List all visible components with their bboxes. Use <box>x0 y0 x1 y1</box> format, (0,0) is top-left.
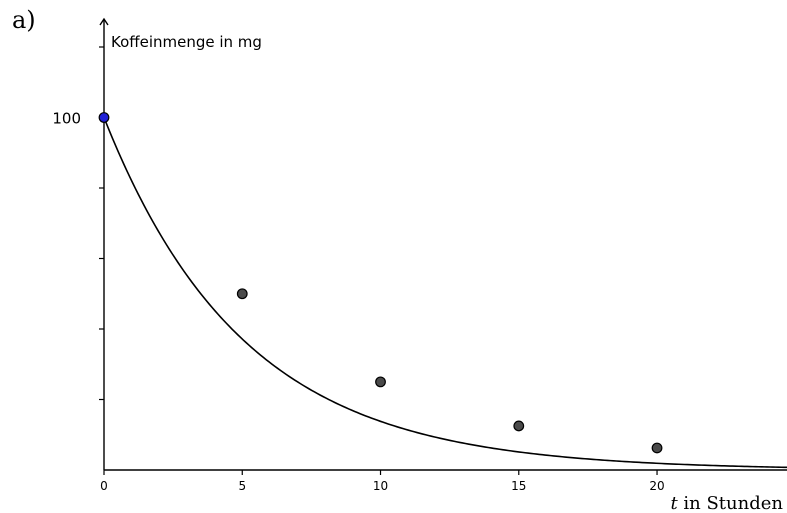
x-axis-variable: t <box>670 493 678 513</box>
x-axis-label: t in Stunden <box>670 493 783 513</box>
decay-curve <box>103 117 787 469</box>
data-point-4 <box>651 442 663 454</box>
x-tick-label-10: 10 <box>373 479 388 493</box>
x-tick-label-15: 15 <box>511 479 526 493</box>
data-point-0 <box>98 112 110 123</box>
x-axis-text: in Stunden <box>678 493 784 513</box>
data-point-3 <box>513 420 525 432</box>
panel-label: a) <box>12 6 36 34</box>
y-axis-label: Koffeinmenge in mg <box>111 33 262 51</box>
data-point-1 <box>236 288 248 300</box>
axes: 0 5 10 15 20 100 <box>52 17 787 493</box>
data-point-2 <box>375 376 386 388</box>
y-tick-label-100: 100 <box>52 110 81 128</box>
x-tick-label-20: 20 <box>649 479 664 493</box>
x-tick-label-0: 0 <box>100 479 108 493</box>
y-axis-arrow <box>99 17 109 26</box>
x-tick-label-5: 5 <box>238 479 246 493</box>
points-layer <box>98 112 663 454</box>
curve-layer <box>103 117 787 469</box>
